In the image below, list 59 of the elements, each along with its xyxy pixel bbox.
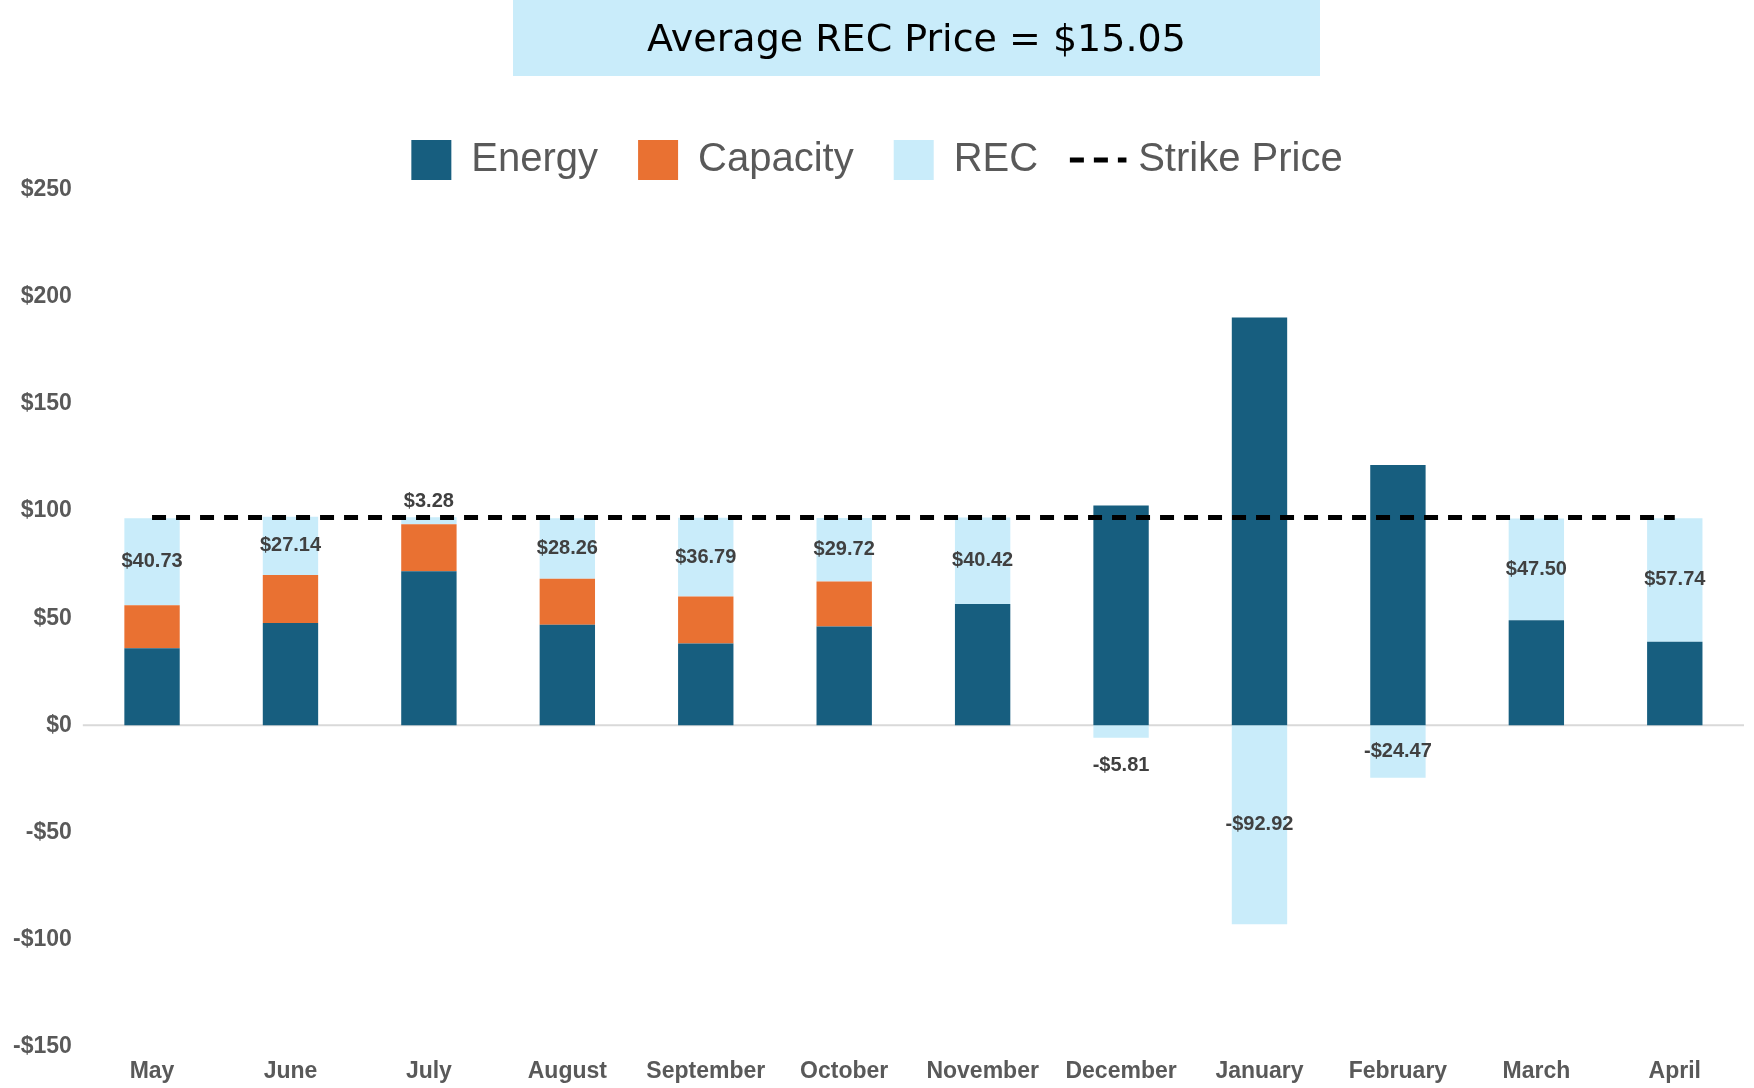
x-tick-label: March — [1502, 1056, 1571, 1083]
x-tick-label: April — [1648, 1056, 1701, 1083]
y-tick-label: $200 — [20, 282, 72, 309]
bar — [1647, 641, 1703, 726]
x-tick-label: September — [646, 1056, 766, 1083]
chart-title: Average REC Price = $15.05 — [513, 0, 1320, 76]
x-tick-label: June — [263, 1056, 318, 1083]
y-tick-label: -$150 — [13, 1031, 72, 1058]
x-tick-label: December — [1065, 1056, 1177, 1083]
data-label: $40.73 — [121, 549, 183, 572]
bar — [1231, 317, 1288, 726]
bar — [954, 604, 1011, 726]
bar — [678, 643, 734, 726]
bar — [1508, 620, 1565, 726]
x-tick-label: October — [800, 1056, 889, 1083]
data-label: $27.14 — [259, 533, 322, 556]
y-tick-label: -$50 — [25, 817, 72, 844]
y-tick-label: -$100 — [13, 924, 72, 951]
legend-label: REC — [953, 135, 1039, 180]
y-tick-label: $150 — [20, 389, 72, 416]
x-tick-label: January — [1215, 1056, 1304, 1083]
bar — [539, 624, 596, 726]
bar — [816, 626, 872, 726]
data-label: $40.42 — [952, 548, 1014, 571]
legend-label: Energy — [471, 135, 599, 180]
y-tick-label: $50 — [33, 603, 72, 630]
bar — [262, 622, 319, 726]
y-tick-label: $100 — [20, 496, 72, 523]
bar — [262, 574, 319, 623]
bar — [1508, 518, 1565, 621]
bar — [1093, 725, 1149, 738]
data-label: $3.28 — [403, 488, 454, 511]
x-tick-label: August — [527, 1056, 608, 1083]
legend-label: Strike Price — [1138, 135, 1343, 180]
data-label: $28.26 — [536, 536, 598, 559]
bar — [539, 578, 596, 625]
bar — [401, 571, 457, 726]
data-label: -$24.47 — [1364, 738, 1432, 761]
data-label: $29.72 — [813, 537, 875, 560]
legend-label: Capacity — [698, 135, 854, 180]
x-tick-label: February — [1348, 1056, 1448, 1083]
x-tick-label: July — [405, 1056, 453, 1083]
x-tick-label: May — [129, 1056, 175, 1083]
data-label: -$5.81 — [1092, 753, 1150, 776]
data-label: $36.79 — [675, 544, 737, 567]
bar — [816, 581, 872, 627]
y-tick-label: $250 — [20, 175, 72, 202]
bar — [124, 648, 180, 726]
bar — [401, 524, 457, 572]
bar — [1370, 465, 1426, 726]
bar — [124, 518, 180, 606]
bar — [1093, 505, 1149, 726]
data-label: $57.74 — [1644, 567, 1707, 590]
data-label: $47.50 — [1505, 556, 1567, 579]
y-tick-label: $0 — [46, 710, 72, 737]
bar — [124, 605, 180, 649]
bar — [678, 596, 734, 644]
x-tick-label: November — [926, 1056, 1039, 1083]
data-label: -$92.92 — [1225, 812, 1294, 835]
